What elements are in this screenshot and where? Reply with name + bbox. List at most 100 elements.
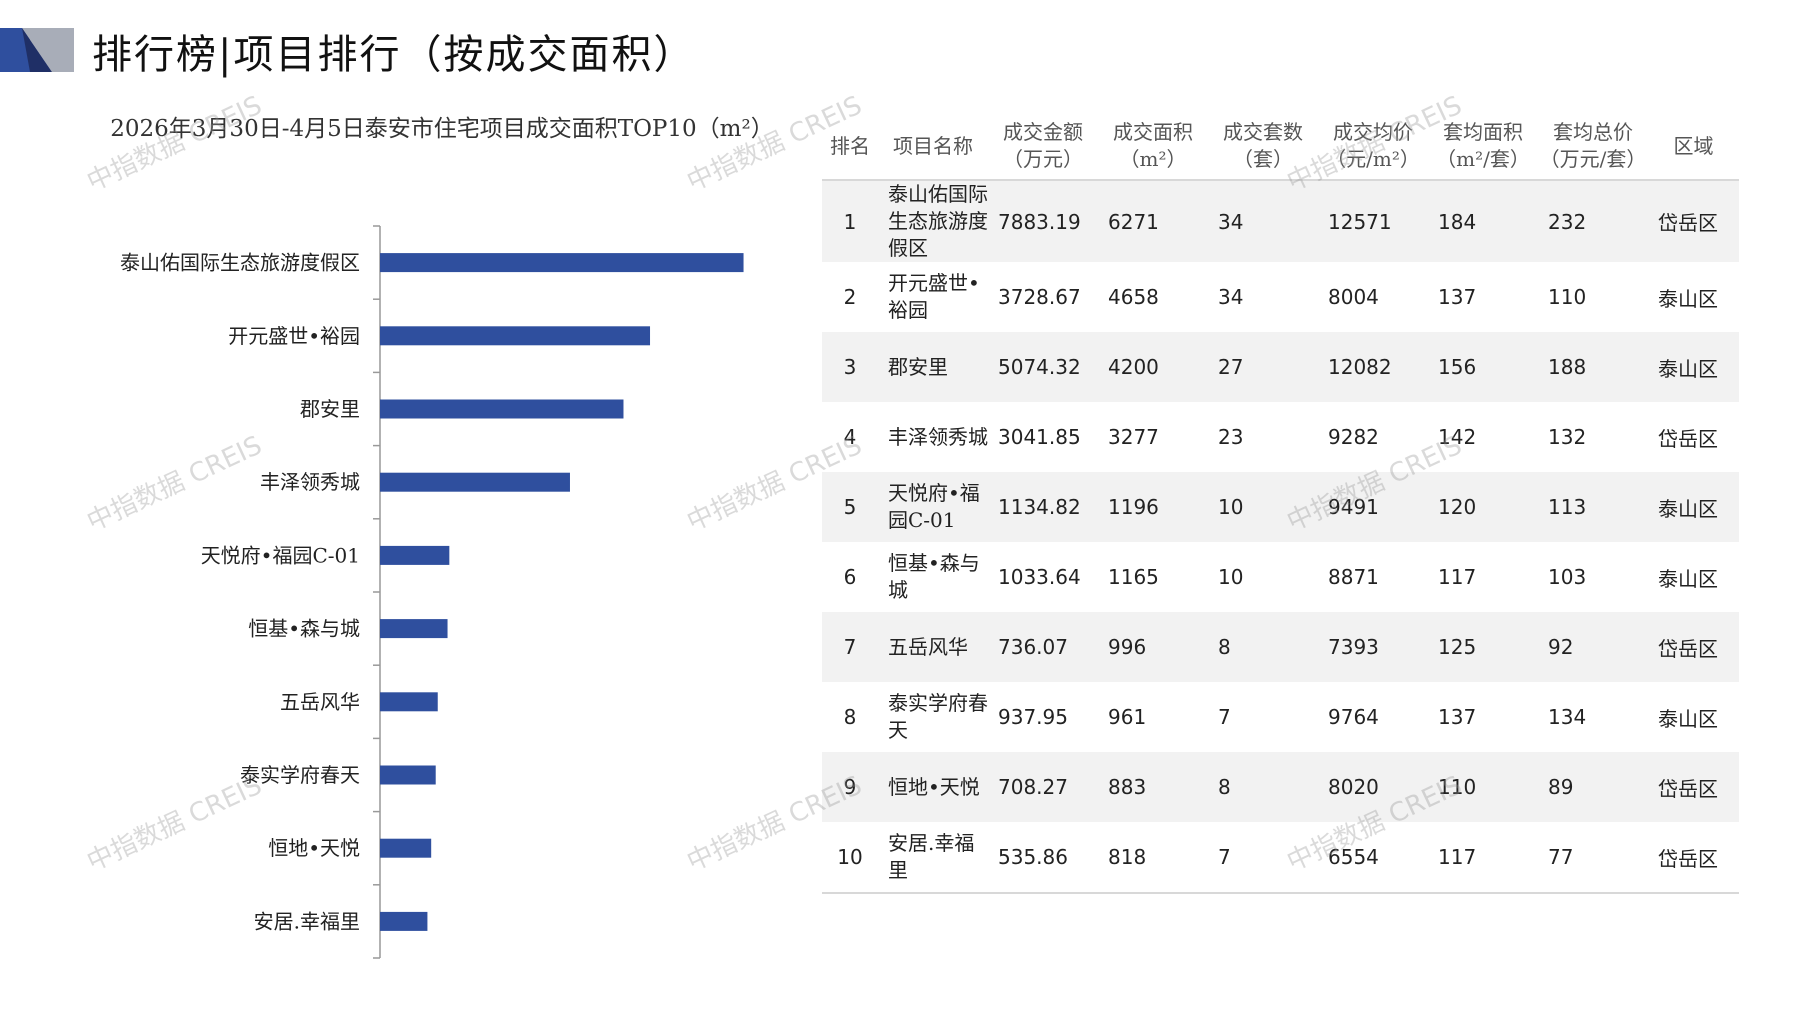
table-cell: 3277: [1108, 425, 1159, 449]
table-cell: 92: [1538, 612, 1648, 682]
table-cell: 5: [822, 472, 878, 542]
table-cell: 137: [1438, 285, 1477, 309]
table-cell: 818: [1098, 822, 1208, 894]
table-cell: 103: [1548, 565, 1587, 589]
table-cell: 天悦府•福园C-01: [878, 472, 988, 542]
table-cell: 156: [1428, 332, 1538, 402]
table-cell: 8: [1208, 752, 1318, 822]
header-unit: （m²/套）: [1436, 147, 1530, 171]
table-cell: 883: [1098, 752, 1208, 822]
table-header-cell: 套均面积 （m²/套）: [1428, 113, 1538, 181]
table-cell: 8871: [1328, 565, 1379, 589]
table-cell: 1165: [1108, 565, 1159, 589]
table-cell: 132: [1548, 425, 1587, 449]
table-cell: 110: [1428, 752, 1538, 822]
table-cell: 3041.85: [998, 425, 1081, 449]
table-cell: 丰泽领秀城: [888, 424, 988, 449]
table-row: 3 郡安里 5074.32 4200 27 12082 156 188 泰山区: [822, 332, 1739, 402]
table-cell: 736.07: [988, 612, 1098, 682]
table-header-cell: 排名: [822, 113, 878, 181]
table-cell: 8020: [1318, 752, 1428, 822]
header-line: 项目名称: [893, 133, 973, 158]
table-cell: 110: [1548, 285, 1587, 309]
table-cell: 10: [822, 822, 878, 894]
table-cell: 泰山区: [1658, 286, 1718, 311]
brand-logo: [0, 28, 74, 72]
table-cell: 188: [1538, 332, 1648, 402]
table-cell: 142: [1438, 425, 1477, 449]
table-cell: 2: [843, 285, 857, 309]
table-header-cell: 区域: [1648, 113, 1739, 181]
header-line: 成交面积: [1113, 120, 1193, 144]
bar-category-label: 泰山佑国际生态旅游度假区: [120, 251, 360, 275]
table-cell: 27: [1208, 332, 1318, 402]
table-cell: 117: [1428, 822, 1538, 894]
table-row: 4 丰泽领秀城 3041.85 3277 23 9282 142 132 岱岳区: [822, 402, 1739, 472]
table-cell: 1: [822, 180, 878, 262]
table-row: 9 恒地•天悦 708.27 883 8 8020 110 89 岱岳区: [822, 752, 1739, 822]
table-cell: 泰山佑国际生态旅游度假区: [878, 180, 988, 262]
bar-4: [380, 472, 570, 492]
header-line: 套均总价: [1553, 120, 1633, 144]
bar-category-label: 五岳风华: [280, 690, 360, 714]
bar-category-label: 天悦府•福园C-01: [201, 543, 360, 567]
table-row: 5 天悦府•福园C-01 1134.82 1196 10 9491 120 113 泰山区: [822, 472, 1739, 542]
table-cell: 泰山区: [1658, 566, 1718, 591]
table-cell: 4658: [1108, 285, 1159, 309]
table-header-cell: 成交面积 （m²）: [1098, 113, 1208, 181]
table-row: 1 泰山佑国际生态旅游度假区 7883.19 6271 34 12571 184 232 岱岳区: [822, 180, 1739, 262]
table-cell: 6554: [1318, 822, 1428, 894]
table-row: 6 恒基•森与城 1033.64 1165 10 8871 117 103 泰山区: [822, 542, 1739, 612]
table-cell: 10: [1208, 472, 1318, 542]
table-cell: 184: [1428, 180, 1538, 262]
header-unit: （万元）: [1003, 147, 1083, 171]
table-cell: 9282: [1328, 425, 1379, 449]
table-cell: 937.95: [998, 705, 1068, 729]
page-title: 排行榜|项目排行（按成交面积）: [92, 32, 696, 78]
table-cell: 恒基•森与城: [888, 551, 980, 602]
header-line: 区域: [1673, 133, 1714, 158]
table-cell: 134: [1548, 705, 1587, 729]
table-cell: 113: [1538, 472, 1648, 542]
table-header-cell: 套均总价 （万元/套）: [1538, 113, 1648, 181]
bar-2: [380, 326, 651, 346]
table-cell: 10: [1218, 565, 1244, 589]
table-cell: 6: [843, 565, 857, 589]
table-cell: 996: [1098, 612, 1208, 682]
table-body: 1 泰山佑国际生态旅游度假区 7883.19 6271 34 12571 184 232 岱岳区…: [822, 180, 1739, 894]
table-row: 7 五岳风华 736.07 996 8 7393 125 92 岱岳区: [822, 612, 1739, 682]
chart-title: 2026年3月30日-4月5日泰安市住宅项目成交面积TOP10（m²）: [110, 116, 774, 142]
header-line: 成交均价: [1333, 120, 1413, 144]
table-cell: 岱岳区: [1658, 426, 1718, 451]
table-cell: 535.86: [988, 822, 1098, 894]
header-unit: （万元/套）: [1539, 147, 1647, 171]
bar-8: [380, 765, 436, 785]
table-cell: 泰山区: [1658, 706, 1718, 731]
table-cell: 9491: [1318, 472, 1428, 542]
table-cell: 泰山区: [1648, 332, 1739, 402]
bar-9: [380, 838, 432, 858]
bar-category-label: 安居.幸福里: [254, 909, 360, 933]
bar-category-label: 恒基•森与城: [248, 617, 360, 641]
table-row: 10 安居.幸福里 535.86 818 7 6554 117 77 岱岳区: [822, 822, 1739, 894]
bar-5: [380, 545, 450, 565]
table-cell: 8: [843, 705, 857, 729]
table-cell: 泰山区: [1648, 472, 1739, 542]
table-cell: 1033.64: [998, 565, 1081, 589]
table-cell: 120: [1428, 472, 1538, 542]
table-cell: 3728.67: [998, 285, 1081, 309]
bar-category-label: 开元盛世•裕园: [228, 324, 360, 348]
header-line: 套均面积: [1443, 120, 1523, 144]
table-header-cell: 项目名称: [878, 113, 988, 181]
table-header-row: 排名 项目名称 成交金额 （万元） 成交面积 （m²） 成交套数 （套） 成交均价 （元/m²） 套…: [822, 113, 1739, 181]
bar-10: [380, 911, 428, 931]
header-unit: （m²）: [1119, 147, 1187, 171]
bar-category-label: 丰泽领秀城: [260, 470, 360, 494]
table-cell: 12082: [1318, 332, 1428, 402]
table-cell: 8004: [1328, 285, 1379, 309]
table-cell: 6271: [1098, 180, 1208, 262]
bar-1: [380, 253, 744, 273]
ranking-table: 排名 项目名称 成交金额 （万元） 成交面积 （m²） 成交套数 （套） 成交均价 （元/m²） 套…: [822, 113, 1739, 894]
table-cell: 961: [1108, 705, 1147, 729]
